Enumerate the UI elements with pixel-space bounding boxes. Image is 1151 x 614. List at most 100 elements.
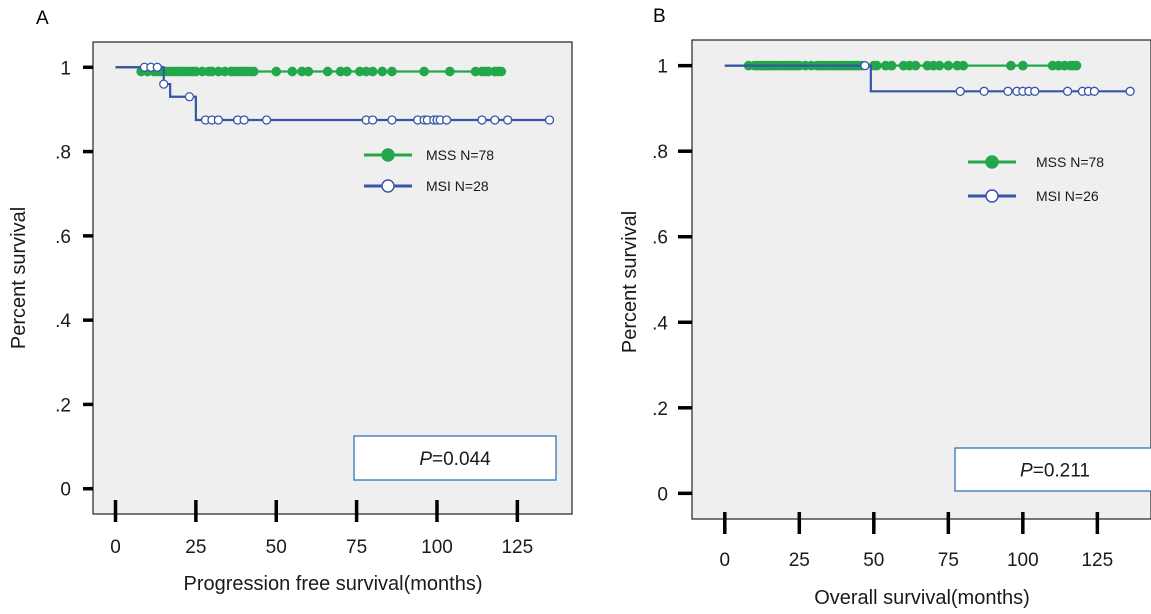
censor-marker bbox=[159, 79, 169, 89]
survival-curve bbox=[115, 66, 550, 122]
y-axis-title: Percent survival bbox=[619, 211, 641, 353]
censor-marker bbox=[419, 66, 429, 77]
legend-marker bbox=[985, 189, 999, 203]
censor-marker bbox=[342, 66, 352, 77]
censor-marker bbox=[934, 60, 945, 71]
censor-marker bbox=[444, 66, 455, 77]
p-value-box bbox=[353, 435, 557, 481]
x-tick-label: 0 bbox=[719, 550, 730, 571]
x-axis-title: Overall survival(months) bbox=[814, 587, 1030, 609]
p-value-number: =0.044 bbox=[432, 449, 491, 470]
censor-marker bbox=[979, 86, 989, 96]
censor-marker bbox=[368, 115, 378, 125]
censor-marker bbox=[248, 66, 259, 77]
y-tick-label: .6 bbox=[55, 227, 71, 248]
legend-label: MSI N=26 bbox=[1036, 188, 1099, 204]
censor-marker bbox=[1062, 86, 1073, 96]
censor-marker bbox=[958, 60, 969, 71]
censor-marker bbox=[503, 115, 513, 125]
y-tick-label: 1 bbox=[60, 58, 71, 79]
censor-marker bbox=[886, 60, 897, 71]
p-value-number: =0.211 bbox=[1033, 461, 1090, 482]
censor-marker bbox=[1071, 60, 1082, 71]
y-tick-label: .8 bbox=[652, 142, 668, 163]
x-tick-label: 100 bbox=[1007, 550, 1039, 571]
legend-entry: MSS N=78 bbox=[968, 154, 1104, 170]
panel-letter: A bbox=[36, 8, 49, 29]
y-axis-title: Percent survival bbox=[8, 207, 30, 349]
x-tick-label: 75 bbox=[346, 537, 367, 558]
legend-label: MSS N=78 bbox=[426, 147, 494, 163]
censor-marker bbox=[943, 60, 954, 71]
series-msi bbox=[115, 62, 555, 125]
legend-marker bbox=[381, 179, 395, 193]
legend-entry: MSI N=28 bbox=[364, 178, 489, 194]
censor-marker bbox=[387, 66, 397, 77]
legend-marker bbox=[985, 155, 999, 169]
x-tick-label: 125 bbox=[1081, 550, 1113, 571]
series-msi bbox=[724, 61, 1135, 96]
p-value-text: P=0.044 bbox=[419, 449, 491, 470]
censor-marker bbox=[213, 115, 224, 125]
legend-label: MSI N=28 bbox=[426, 178, 489, 194]
y-tick-label: .2 bbox=[652, 399, 668, 420]
panel-letter: B bbox=[653, 6, 666, 27]
censor-marker bbox=[871, 60, 882, 71]
censor-marker bbox=[152, 62, 162, 72]
censor-marker bbox=[441, 115, 452, 125]
x-tick-label: 25 bbox=[185, 537, 206, 558]
censor-marker bbox=[261, 115, 272, 125]
series-mss bbox=[115, 66, 507, 77]
p-value-symbol: P bbox=[1020, 461, 1033, 482]
censor-marker bbox=[1006, 60, 1016, 71]
censor-marker bbox=[1125, 86, 1135, 96]
censor-marker bbox=[477, 115, 487, 125]
y-tick-label: 0 bbox=[657, 484, 668, 505]
legend-entry: MSI N=26 bbox=[968, 188, 1099, 204]
censor-marker bbox=[860, 61, 870, 71]
y-tick-label: .4 bbox=[652, 313, 668, 334]
censor-marker bbox=[322, 66, 333, 77]
legend-entry: MSS N=78 bbox=[364, 147, 494, 163]
legend-marker bbox=[381, 148, 395, 162]
y-tick-label: .4 bbox=[55, 311, 71, 332]
y-tick-label: .6 bbox=[652, 228, 668, 249]
survival-curve bbox=[724, 64, 1131, 93]
x-axis-title: Progression free survival(months) bbox=[184, 573, 483, 595]
y-tick-label: 1 bbox=[657, 57, 668, 78]
x-tick-label: 50 bbox=[266, 537, 287, 558]
censor-marker bbox=[184, 92, 195, 102]
censor-marker bbox=[496, 66, 507, 77]
y-tick-label: .2 bbox=[55, 395, 71, 416]
x-tick-label: 0 bbox=[110, 537, 121, 558]
censor-marker bbox=[955, 86, 965, 96]
censor-marker bbox=[377, 66, 388, 77]
censor-marker bbox=[910, 60, 921, 71]
censor-marker bbox=[303, 66, 314, 77]
censor-marker bbox=[1089, 86, 1100, 96]
panel-a: A 0 .2 .4 .6 .8 1 0 25 50 75 100 125 Progression free… bbox=[8, 8, 573, 595]
p-value-text: P=0.211 bbox=[1020, 461, 1090, 482]
panel-b: B 0 .2 .4 .6 .8 1 0 25 50 75 100 125 Overall survival… bbox=[619, 6, 1151, 609]
p-value-box bbox=[954, 447, 1151, 492]
x-tick-label: 25 bbox=[789, 550, 810, 571]
censor-marker bbox=[1017, 60, 1028, 71]
censor-marker bbox=[544, 115, 555, 125]
censor-marker bbox=[1003, 86, 1013, 96]
legend-label: MSS N=78 bbox=[1036, 154, 1104, 170]
x-tick-label: 50 bbox=[863, 550, 884, 571]
plot-area bbox=[691, 39, 1151, 520]
y-tick-label: 0 bbox=[60, 480, 71, 501]
censor-marker bbox=[239, 115, 249, 125]
censor-marker bbox=[387, 115, 397, 125]
y-tick-label: .8 bbox=[55, 143, 71, 164]
x-tick-label: 100 bbox=[421, 537, 453, 558]
x-tick-label: 125 bbox=[501, 537, 533, 558]
x-tick-label: 75 bbox=[938, 550, 959, 571]
censor-marker bbox=[490, 115, 500, 125]
censor-marker bbox=[287, 66, 298, 77]
p-value-symbol: P bbox=[419, 449, 432, 470]
censor-marker bbox=[271, 66, 282, 77]
